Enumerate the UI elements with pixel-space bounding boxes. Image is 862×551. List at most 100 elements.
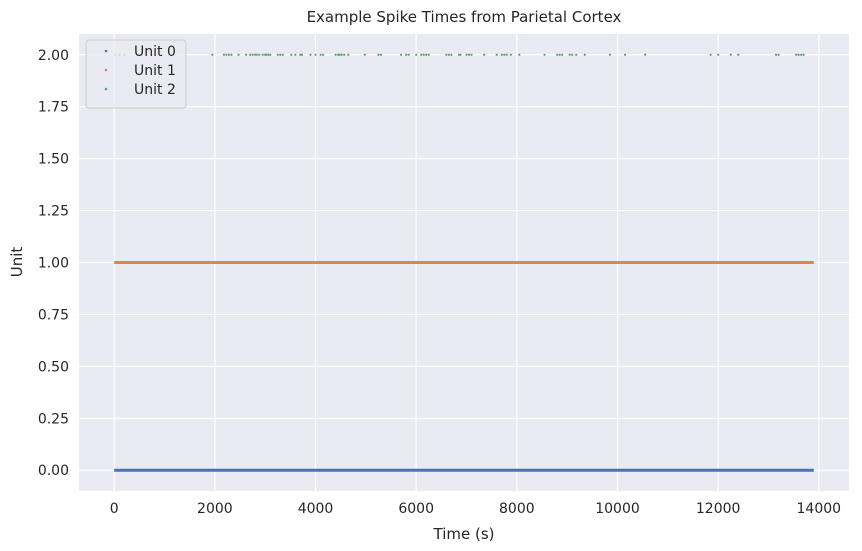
spike-point bbox=[558, 53, 561, 56]
legend: Unit 0 Unit 1 Unit 2 bbox=[85, 39, 187, 109]
spike-point bbox=[717, 53, 720, 56]
spike-point bbox=[309, 53, 312, 56]
spike-point bbox=[495, 53, 498, 56]
spike-point bbox=[623, 53, 627, 56]
spike-point bbox=[737, 53, 740, 56]
spike-point bbox=[465, 53, 468, 56]
spike-point bbox=[571, 53, 574, 56]
spike-point bbox=[211, 53, 214, 56]
spike-point bbox=[254, 53, 257, 56]
spike-point bbox=[709, 53, 712, 56]
spike-point bbox=[450, 53, 453, 56]
spike-point bbox=[290, 53, 293, 56]
spike-point bbox=[255, 53, 258, 56]
spike-point bbox=[405, 53, 408, 56]
spike-point bbox=[561, 53, 564, 56]
spike-point bbox=[251, 53, 254, 56]
y-tick-label: 1.50 bbox=[38, 152, 69, 168]
spike-point bbox=[543, 53, 546, 56]
y-tick-label: 1.25 bbox=[38, 204, 69, 220]
x-tick-label: 8000 bbox=[499, 501, 535, 517]
x-axis-ticks: 0 2000 4000 6000 8000 10000 12000 14000 bbox=[110, 501, 841, 517]
spike-point bbox=[608, 53, 612, 56]
spike-point bbox=[729, 53, 732, 56]
spike-point bbox=[802, 53, 805, 56]
y-tick-label: 1.75 bbox=[38, 100, 69, 116]
spike-point bbox=[337, 53, 340, 56]
spike-point bbox=[800, 53, 803, 56]
y-tick-label: 1.00 bbox=[38, 256, 69, 272]
spike-point bbox=[509, 53, 512, 56]
spike-point bbox=[347, 53, 350, 56]
spike-point bbox=[407, 53, 410, 56]
spike-point bbox=[269, 53, 272, 56]
legend-label: Unit 2 bbox=[134, 82, 176, 98]
spike-point bbox=[644, 53, 647, 56]
spike-point bbox=[276, 53, 279, 56]
spike-point bbox=[427, 53, 430, 56]
x-tick-label: 12000 bbox=[696, 501, 741, 517]
legend-box bbox=[85, 39, 187, 109]
spike-point bbox=[425, 53, 428, 56]
spike-point bbox=[340, 53, 343, 56]
spike-point bbox=[225, 53, 228, 56]
spike-point bbox=[420, 53, 423, 56]
y-axis-label: Unit bbox=[8, 247, 26, 278]
spike-point bbox=[281, 53, 284, 56]
spike-point bbox=[267, 53, 270, 56]
spike-point bbox=[470, 53, 473, 56]
x-tick-label: 0 bbox=[110, 501, 119, 517]
spike-point bbox=[583, 53, 586, 56]
spike-point bbox=[447, 53, 451, 56]
x-tick-label: 14000 bbox=[797, 501, 842, 517]
x-tick-label: 2000 bbox=[197, 501, 233, 517]
spike-point bbox=[556, 53, 559, 56]
spike-point bbox=[568, 53, 571, 56]
spike-point bbox=[363, 53, 366, 56]
spike-point bbox=[379, 53, 383, 56]
spike-point bbox=[467, 53, 471, 56]
spike-point bbox=[244, 53, 248, 56]
spike-point bbox=[222, 53, 226, 56]
y-tick-label: 0.25 bbox=[38, 411, 69, 427]
spike-point bbox=[505, 53, 508, 56]
spike-point bbox=[377, 53, 380, 56]
spike-point bbox=[518, 53, 521, 56]
legend-marker bbox=[104, 68, 108, 72]
spike-point bbox=[279, 53, 282, 56]
chart-title: Example Spike Times from Parietal Cortex bbox=[307, 8, 622, 26]
y-tick-label: 0.50 bbox=[38, 359, 69, 375]
legend-marker bbox=[104, 49, 108, 53]
spike-point bbox=[227, 53, 231, 56]
x-tick-label: 4000 bbox=[298, 501, 334, 517]
spike-point bbox=[415, 53, 418, 56]
spike-point bbox=[338, 53, 341, 56]
y-tick-label: 0.75 bbox=[38, 307, 69, 323]
spike-point bbox=[795, 53, 798, 56]
y-tick-label: 2.00 bbox=[38, 48, 69, 64]
legend-label: Unit 1 bbox=[134, 63, 176, 79]
spike-point bbox=[575, 53, 578, 56]
legend-label: Unit 0 bbox=[134, 44, 176, 60]
spike-point bbox=[294, 53, 297, 56]
spike-point bbox=[261, 53, 264, 56]
x-tick-label: 6000 bbox=[398, 501, 434, 517]
spike-point bbox=[777, 53, 780, 56]
spike-point bbox=[319, 53, 322, 56]
spike-point bbox=[343, 53, 346, 56]
spike-point bbox=[457, 53, 461, 56]
spike-point bbox=[230, 53, 233, 56]
spike-point bbox=[321, 53, 325, 56]
spike-point bbox=[503, 53, 506, 56]
spike-point bbox=[483, 53, 486, 56]
spike-point bbox=[237, 53, 240, 56]
spike-point bbox=[249, 53, 252, 56]
spike-point bbox=[445, 53, 448, 56]
legend-marker bbox=[104, 87, 108, 91]
spike-point bbox=[299, 53, 302, 56]
spike-point bbox=[774, 53, 778, 56]
spike-point bbox=[797, 53, 800, 56]
spike-point bbox=[422, 53, 425, 56]
y-tick-label: 0.00 bbox=[38, 463, 69, 479]
